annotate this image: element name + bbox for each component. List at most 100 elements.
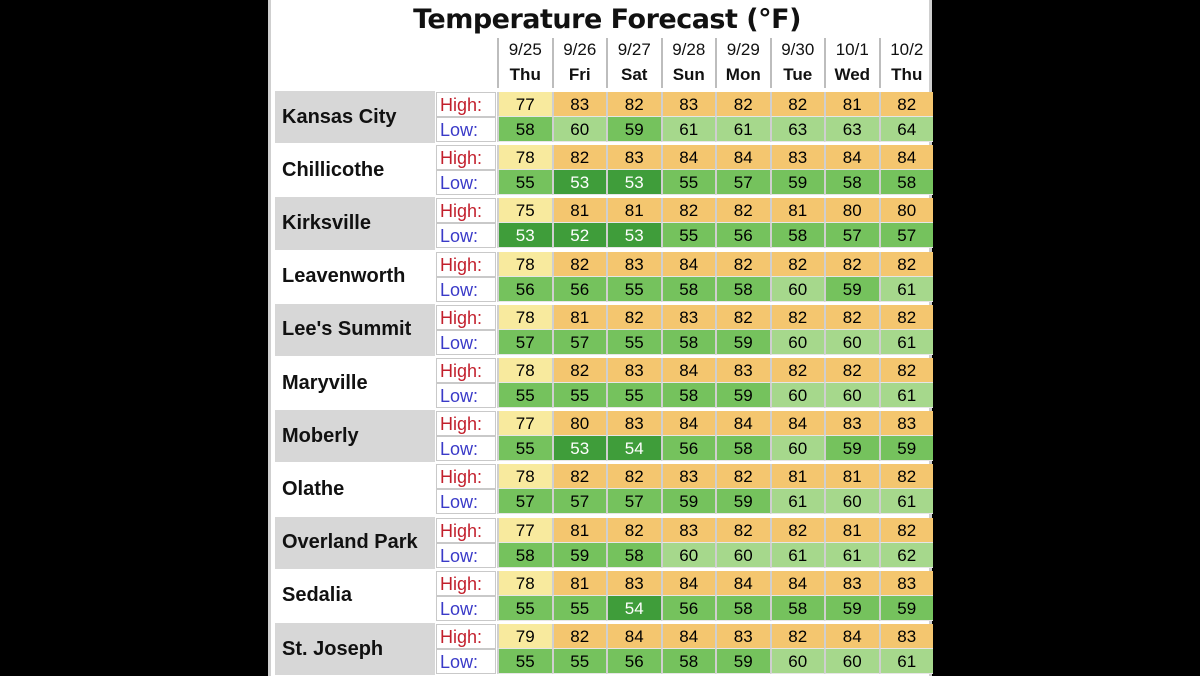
forecast-panel: Temperature Forecast (°F) 9/25 Thu 9/26 Fri…	[268, 0, 934, 676]
low-temp-cell: 58	[715, 436, 770, 462]
high-temp-cell: 81	[606, 198, 661, 224]
column-date-header: 10/2	[878, 38, 934, 62]
high-temp-cell: 82	[878, 464, 933, 490]
high-temp-cell: 82	[551, 145, 606, 171]
low-temp-cell: 60	[769, 436, 824, 462]
high-temp-cell: 84	[606, 624, 661, 649]
low-temp-cell: 58	[715, 276, 770, 302]
low-temp-cell: 61	[660, 117, 715, 142]
low-temp-cell: 58	[497, 542, 552, 568]
high-temp-cell: 81	[769, 198, 824, 224]
low-temp-cell: 53	[551, 170, 606, 196]
low-temp-cell: 58	[878, 170, 933, 196]
low-temp-cell: 61	[878, 276, 933, 302]
high-temp-cell: 81	[551, 517, 606, 543]
column-date-header: 9/29	[715, 38, 770, 62]
high-temp-cell: 82	[824, 358, 879, 383]
low-temp-cell: 55	[497, 595, 552, 621]
city-name: Chillicothe	[282, 158, 385, 181]
high-temp-cell: 82	[824, 251, 879, 277]
high-temp-cell: 82	[715, 304, 770, 330]
low-temp-cell: 61	[715, 117, 770, 142]
column-day-header: Thu	[497, 62, 552, 88]
high-label: High:	[436, 198, 496, 224]
low-temp-cell: 57	[878, 223, 933, 249]
low-temp-cell: 60	[715, 542, 770, 568]
low-temp-cell: 61	[769, 489, 824, 515]
low-temp-cell: 63	[769, 117, 824, 142]
high-temp-cell: 82	[660, 198, 715, 224]
high-temp-cell: 83	[878, 624, 933, 649]
high-temp-cell: 82	[715, 92, 770, 117]
high-temp-cell: 83	[660, 92, 715, 117]
low-temp-cell: 58	[660, 276, 715, 302]
high-temp-cell: 84	[824, 624, 879, 649]
high-temp-cell: 80	[878, 198, 933, 224]
low-temp-cell: 61	[824, 542, 879, 568]
high-temp-cell: 83	[606, 251, 661, 277]
high-temp-cell: 82	[715, 198, 770, 224]
low-temp-cell: 57	[551, 489, 606, 515]
high-temp-cell: 81	[551, 198, 606, 224]
low-temp-cell: 60	[660, 542, 715, 568]
low-temp-cell: 58	[660, 329, 715, 355]
low-temp-cell: 59	[551, 542, 606, 568]
city-name: Sedalia	[282, 584, 353, 607]
low-label: Low:	[436, 383, 496, 408]
low-temp-cell: 58	[660, 383, 715, 408]
low-temp-cell: 56	[660, 436, 715, 462]
high-temp-cell: 82	[715, 251, 770, 277]
high-temp-cell: 77	[497, 517, 552, 543]
low-temp-cell: 60	[769, 276, 824, 302]
high-temp-cell: 84	[769, 570, 824, 596]
high-temp-cell: 82	[769, 92, 824, 117]
high-temp-cell: 82	[606, 517, 661, 543]
low-label: Low:	[436, 223, 496, 249]
low-temp-cell: 60	[824, 649, 879, 674]
low-temp-cell: 58	[769, 223, 824, 249]
high-temp-cell: 84	[715, 145, 770, 171]
low-temp-cell: 53	[606, 170, 661, 196]
low-temp-cell: 55	[497, 383, 552, 408]
high-label: High:	[436, 358, 496, 383]
low-temp-cell: 55	[660, 223, 715, 249]
city-name: Leavenworth	[282, 265, 406, 288]
low-temp-cell: 55	[497, 436, 552, 462]
low-temp-cell: 58	[660, 649, 715, 674]
low-temp-cell: 58	[606, 542, 661, 568]
high-temp-cell: 82	[878, 517, 933, 543]
high-label: High:	[436, 304, 496, 330]
high-temp-cell: 77	[497, 92, 552, 117]
high-temp-cell: 78	[497, 251, 552, 277]
high-temp-cell: 83	[660, 304, 715, 330]
low-temp-cell: 62	[878, 542, 933, 568]
low-temp-cell: 59	[715, 383, 770, 408]
high-temp-cell: 83	[606, 411, 661, 437]
column-date-header: 9/26	[551, 38, 607, 62]
low-temp-cell: 59	[769, 170, 824, 196]
low-temp-cell: 59	[606, 117, 661, 142]
column-day-header: Wed	[824, 62, 879, 88]
high-temp-cell: 81	[551, 570, 606, 596]
low-temp-cell: 55	[551, 383, 606, 408]
low-temp-cell: 58	[497, 117, 552, 142]
high-temp-cell: 82	[551, 251, 606, 277]
column-date-header: 9/28	[660, 38, 716, 62]
low-temp-cell: 55	[551, 595, 606, 621]
low-temp-cell: 59	[878, 595, 933, 621]
low-temp-cell: 56	[715, 223, 770, 249]
low-temp-cell: 53	[606, 223, 661, 249]
low-temp-cell: 57	[497, 489, 552, 515]
city-name: Kirksville	[275, 197, 435, 250]
column-date-header: 10/1	[824, 38, 879, 62]
low-temp-cell: 57	[715, 170, 770, 196]
low-temp-cell: 53	[551, 436, 606, 462]
low-temp-cell: 63	[824, 117, 879, 142]
column-day-header: Sat	[606, 62, 661, 88]
low-temp-cell: 52	[551, 223, 606, 249]
column-date-header: 9/25	[497, 38, 552, 62]
low-temp-cell: 61	[878, 383, 933, 408]
high-temp-cell: 83	[551, 92, 606, 117]
low-temp-cell: 60	[551, 117, 606, 142]
city-name: St. Joseph	[275, 623, 435, 676]
